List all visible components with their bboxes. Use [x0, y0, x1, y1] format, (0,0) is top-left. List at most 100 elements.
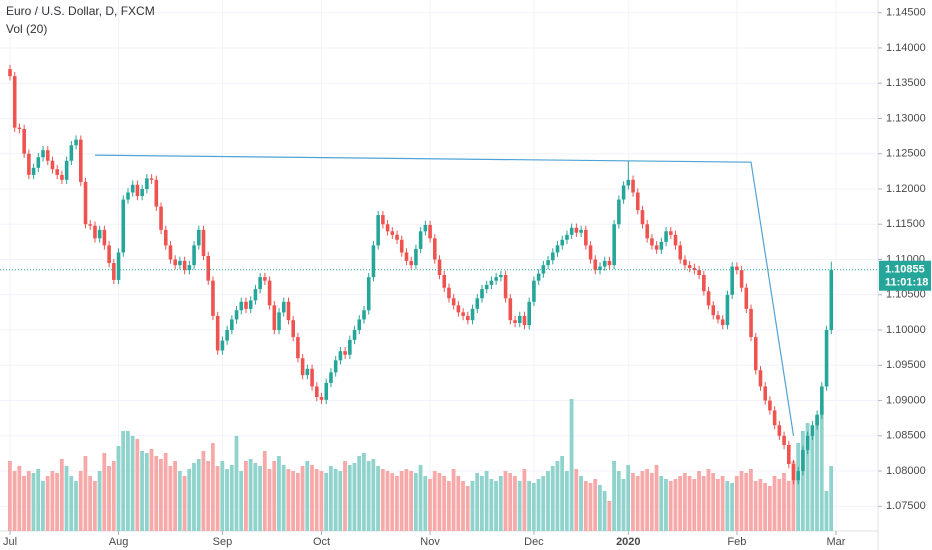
- volume-bar: [753, 481, 758, 531]
- volume-bar: [36, 469, 41, 531]
- candle-body: [414, 248, 418, 266]
- candle-body: [45, 150, 50, 161]
- volume-bar: [536, 479, 541, 531]
- candle-body: [93, 225, 97, 239]
- candle-body: [475, 298, 480, 309]
- volume-bar: [583, 481, 588, 531]
- volume-bar: [173, 461, 177, 531]
- volume-bar: [385, 471, 390, 531]
- candle-body: [560, 239, 565, 246]
- candle-body: [253, 289, 258, 301]
- y-tick-label: 1.09500: [886, 359, 926, 371]
- volume-bar: [678, 476, 683, 531]
- candle-body: [22, 129, 26, 154]
- candle-body: [225, 330, 229, 341]
- volume-bar: [295, 473, 300, 531]
- volume-bar: [97, 471, 102, 531]
- candle-body: [584, 229, 588, 246]
- x-tick-label: 2020: [616, 536, 640, 548]
- candle-body: [357, 319, 362, 331]
- volume-bar: [244, 461, 248, 531]
- volume-bar: [598, 485, 602, 531]
- symbol-title[interactable]: Euro / U.S. Dollar, D, FXCM: [6, 4, 155, 18]
- volume-bar: [201, 451, 206, 531]
- volume-bar: [229, 465, 234, 531]
- candle-body: [215, 315, 220, 351]
- candle-body: [820, 386, 824, 415]
- candle-body: [612, 224, 616, 266]
- volume-bar: [12, 471, 17, 531]
- volume-bar: [607, 501, 612, 531]
- candle-body: [565, 234, 569, 240]
- volume-bar: [399, 471, 404, 531]
- y-tick-label: 1.08000: [886, 465, 926, 477]
- volume-bar: [163, 453, 168, 531]
- candle-body: [744, 287, 749, 309]
- candle-body: [782, 435, 786, 445]
- volume-bar: [357, 456, 362, 531]
- volume-bar: [328, 466, 333, 531]
- volume-bar: [144, 453, 149, 531]
- candle-body: [315, 386, 319, 398]
- candle-body: [362, 310, 366, 320]
- candle-body: [140, 188, 144, 197]
- volume-bar: [319, 471, 324, 531]
- volume-bar: [248, 459, 253, 531]
- volume-bar: [777, 479, 782, 531]
- volume-bar: [432, 471, 437, 531]
- candle-body: [480, 289, 484, 299]
- candle-body: [706, 291, 711, 306]
- volume-bar: [116, 446, 121, 531]
- candle-body: [192, 245, 196, 266]
- volume-bar: [262, 451, 267, 531]
- candle-body: [277, 312, 281, 331]
- candle-body: [333, 360, 338, 373]
- candle-body: [631, 179, 635, 193]
- candle-body: [692, 267, 697, 271]
- volume-bar: [527, 481, 531, 531]
- candle-body: [97, 229, 102, 239]
- volume-bar: [716, 479, 720, 531]
- volume-bar: [503, 471, 508, 531]
- volume-bar: [687, 476, 692, 531]
- candle-body: [178, 260, 182, 266]
- candle-body: [121, 199, 126, 253]
- volume-bar: [215, 466, 220, 531]
- indicator-label[interactable]: Vol (20): [6, 22, 47, 36]
- x-tick-label: Feb: [727, 536, 746, 548]
- volume-bar: [489, 479, 494, 531]
- volume-bar: [371, 459, 376, 531]
- candle-body: [607, 260, 612, 266]
- candle-body: [281, 301, 286, 313]
- candle-body: [749, 308, 753, 338]
- candle-body: [593, 259, 598, 271]
- candle-body: [409, 260, 413, 266]
- candle-body: [258, 277, 262, 290]
- volume-bar: [404, 469, 409, 531]
- y-tick-label: 1.13500: [886, 77, 926, 89]
- candle-body: [730, 266, 734, 295]
- candle-body: [621, 185, 626, 200]
- volume-bar: [805, 423, 810, 531]
- candle-body: [499, 275, 503, 278]
- candle-body: [145, 178, 149, 189]
- volume-bar: [154, 456, 159, 531]
- volume-bar: [541, 476, 546, 531]
- volume-bar: [74, 481, 78, 531]
- candle-body: [64, 160, 69, 180]
- volume-bar: [107, 466, 111, 531]
- volume-bar: [159, 459, 163, 531]
- candle-body: [735, 266, 739, 271]
- candle-body: [555, 245, 560, 253]
- candle-body: [352, 330, 357, 340]
- x-tick-label: Oct: [313, 536, 330, 548]
- candle-body: [513, 320, 517, 323]
- volume-bar: [612, 461, 616, 531]
- y-tick-label: 1.14000: [886, 42, 926, 54]
- candle-body: [390, 231, 395, 235]
- volume-bar: [8, 461, 12, 531]
- candle-body: [41, 150, 45, 158]
- volume-bar: [196, 459, 201, 531]
